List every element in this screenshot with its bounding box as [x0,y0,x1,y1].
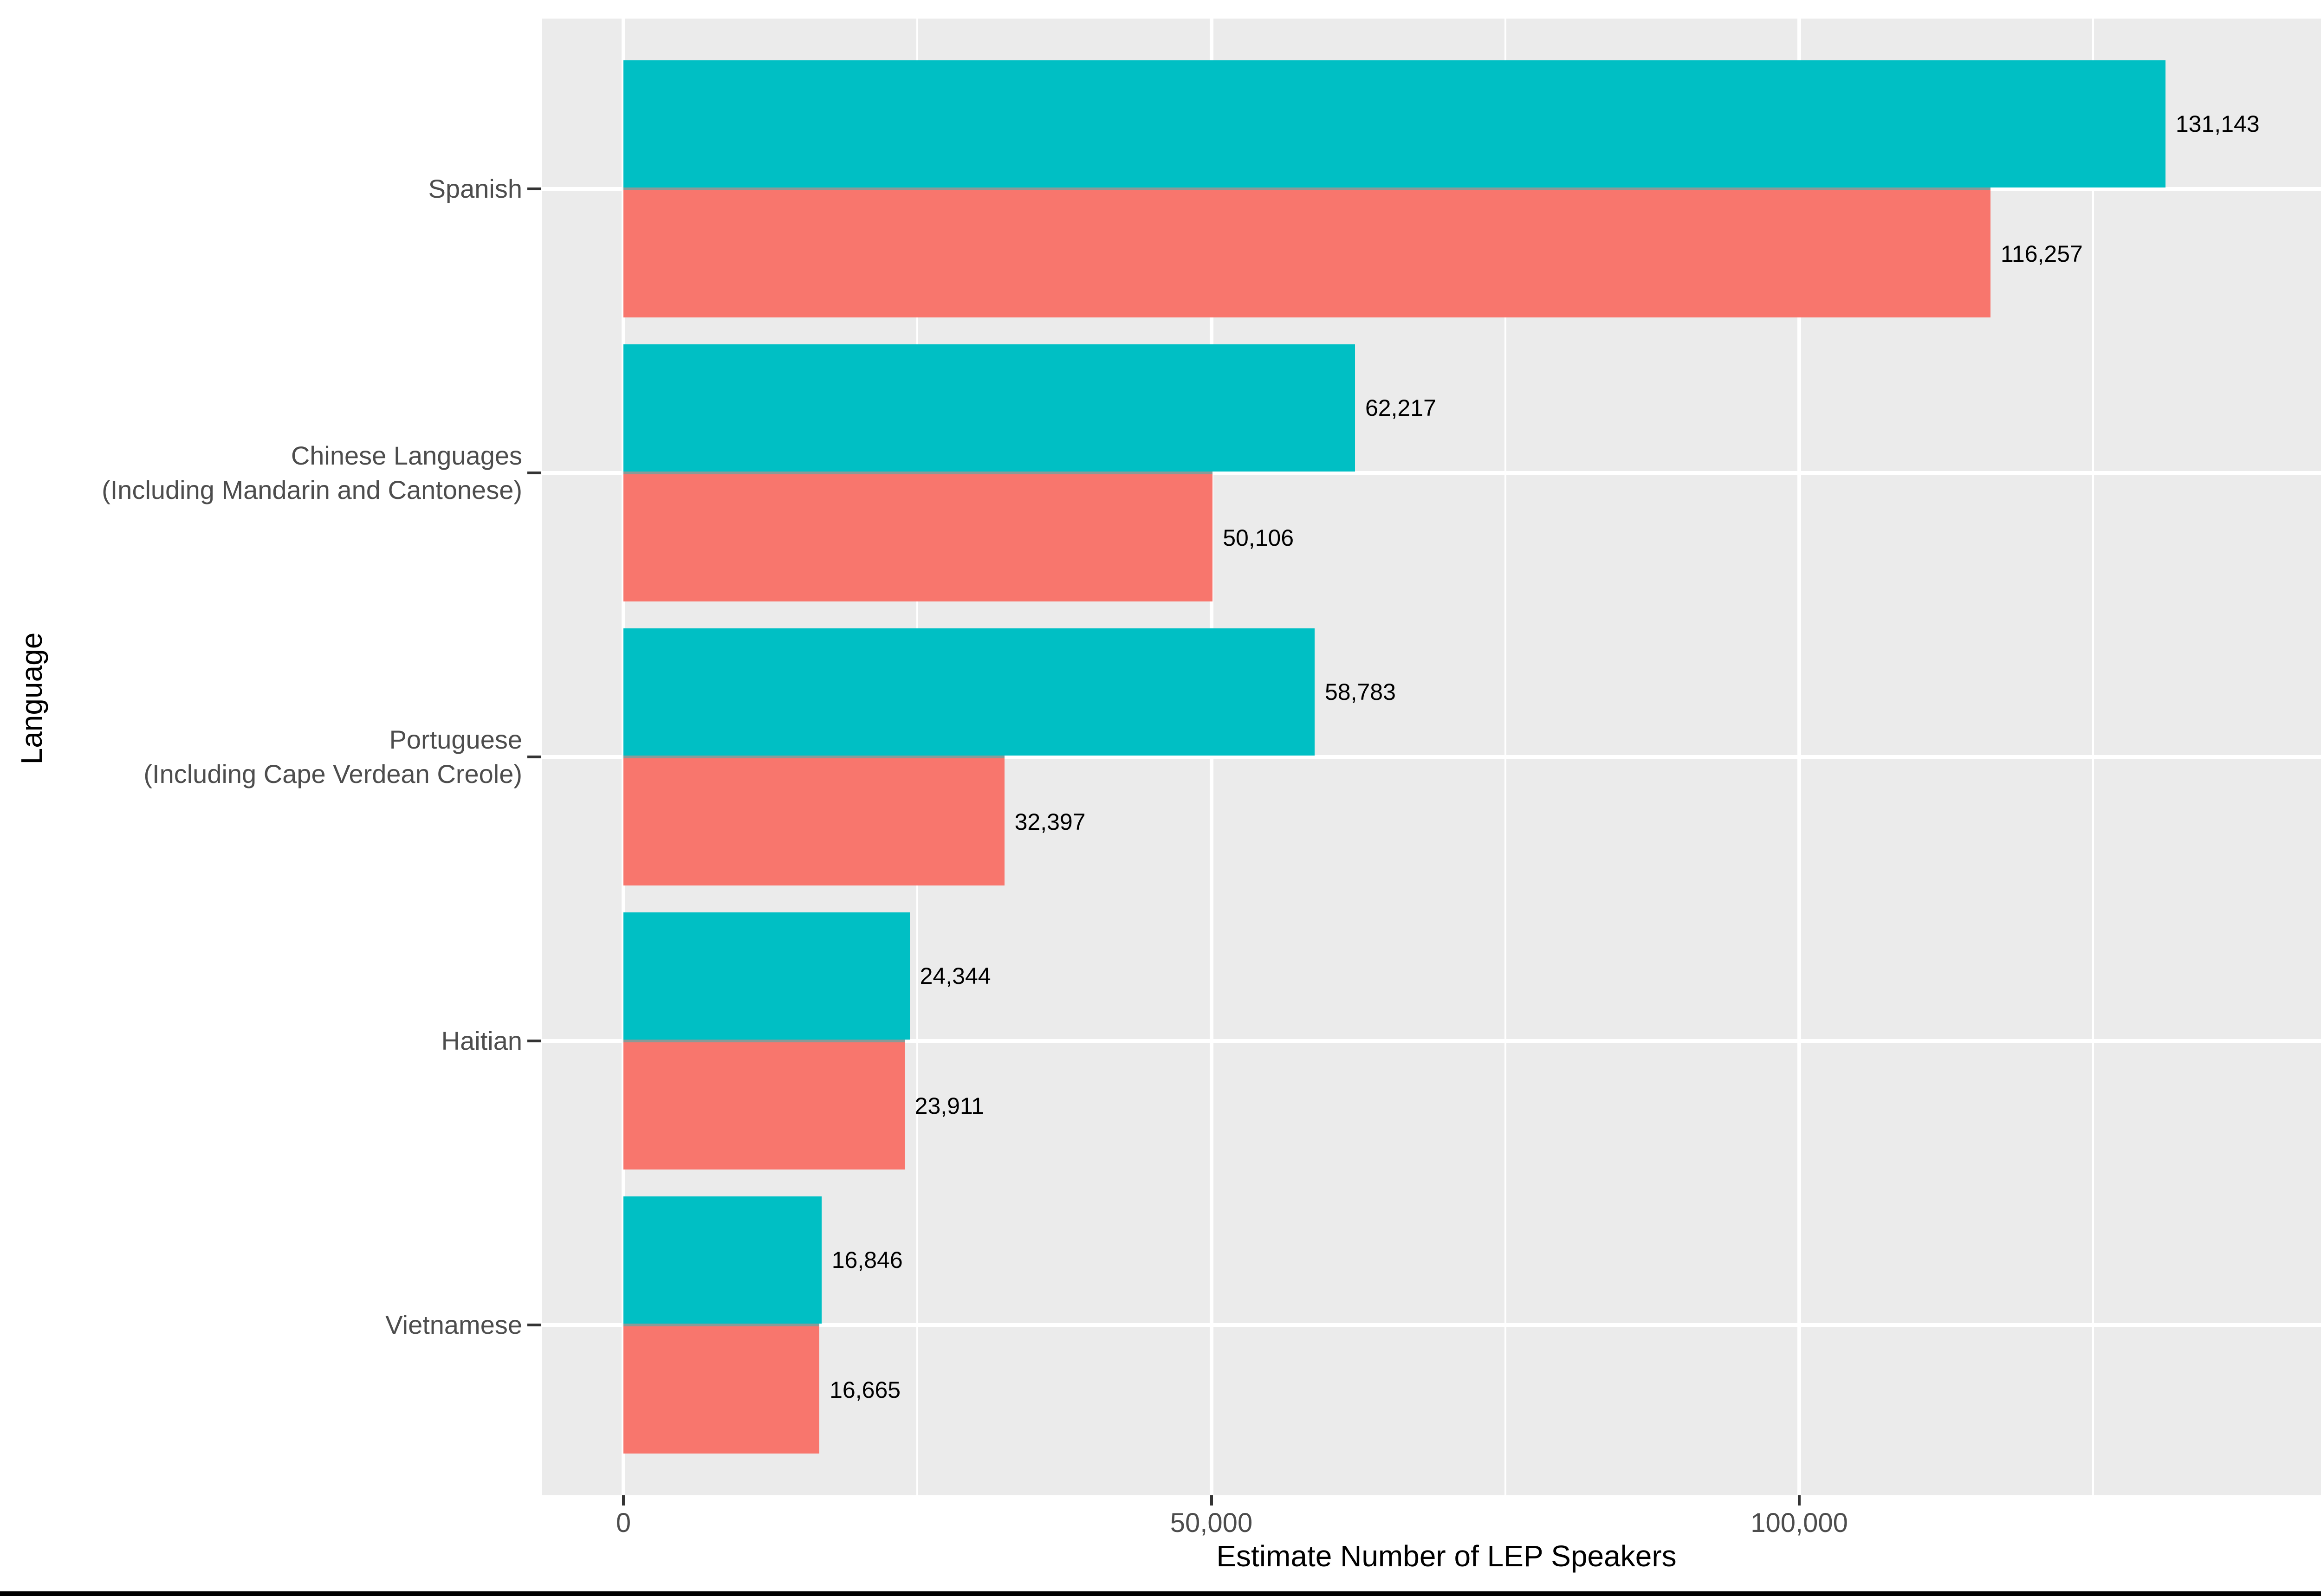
bar-seam [623,756,1005,758]
value-label-2016: 116,257 [2000,241,2083,267]
y-major-gridline [542,1323,2321,1327]
category-label-line: Portuguese [389,725,522,755]
value-label-2016: 16,665 [830,1376,901,1403]
screenshot-bottom-border [0,1591,2321,1596]
category-label-line: Haitian [441,1026,522,1055]
category-label-line: Spanish [428,174,522,204]
bar-2016-vietnamese [623,1326,820,1454]
bar-seam [623,1323,820,1326]
category-label-spanish: Spanish [428,172,522,206]
x-axis-tick [1798,1495,1801,1506]
x-axis-tick [1210,1495,1213,1506]
category-label-chinese-languages: Chinese Languages (Including Mandarin and… [102,439,522,507]
y-axis-tick [527,1039,541,1042]
bar-2016-haitian [623,1042,905,1170]
value-label-2021: 58,783 [1324,679,1396,705]
x-axis-tick [622,1495,625,1506]
category-label-portuguese: Portuguese (Including Cape Verdean Creole… [143,723,522,791]
category-label-line: (Including Cape Verdean Creole) [143,759,522,788]
x-axis-tick-label: 100,000 [1750,1508,1848,1538]
plot-panel: 131,143 116,257 62,217 50,106 58,783 32,397 24… [542,19,2321,1495]
x-axis-title: Estimate Number of LEP Speakers [1216,1539,1677,1573]
bar-2021-haitian [623,912,910,1040]
value-label-2021: 16,846 [831,1247,903,1273]
y-axis-tick [527,472,541,475]
bar-2021-chinese-languages [623,344,1355,472]
x-axis-tick-label: 0 [616,1508,631,1538]
category-label-line: (Including Mandarin and Cantonese) [102,475,522,505]
bar-seam [623,472,1213,475]
y-axis-title: Language [15,632,48,765]
category-label-line: Vietnamese [385,1310,522,1339]
x-axis-tick-label: 50,000 [1170,1508,1253,1538]
value-label-2021: 62,217 [1365,395,1436,421]
bar-seam [623,1039,905,1042]
y-major-gridline [542,471,2321,475]
y-axis-tick [527,756,541,758]
bar-seam [623,187,1990,191]
bar-2016-chinese-languages [623,474,1213,602]
category-label-haitian: Haitian [441,1024,522,1058]
category-label-vietnamese: Vietnamese [385,1308,522,1342]
value-label-2016: 32,397 [1014,809,1086,835]
y-major-gridline [542,755,2321,759]
y-axis-tick [527,187,541,191]
bar-2016-spanish [623,190,1990,318]
category-label-line: Chinese Languages [291,441,522,471]
bar-2021-portuguese [623,628,1315,756]
value-label-2021: 24,344 [920,963,991,989]
bar-2016-portuguese [623,758,1005,885]
y-major-gridline [542,1039,2321,1043]
value-label-2021: 131,143 [2175,111,2260,137]
y-axis-tick [527,1323,541,1326]
y-axis-title-box: Language [13,606,50,791]
value-label-2016: 23,911 [914,1092,984,1119]
bar-2021-spanish [623,60,2165,188]
value-label-2016: 50,106 [1223,525,1294,551]
bar-2021-vietnamese [623,1196,822,1324]
